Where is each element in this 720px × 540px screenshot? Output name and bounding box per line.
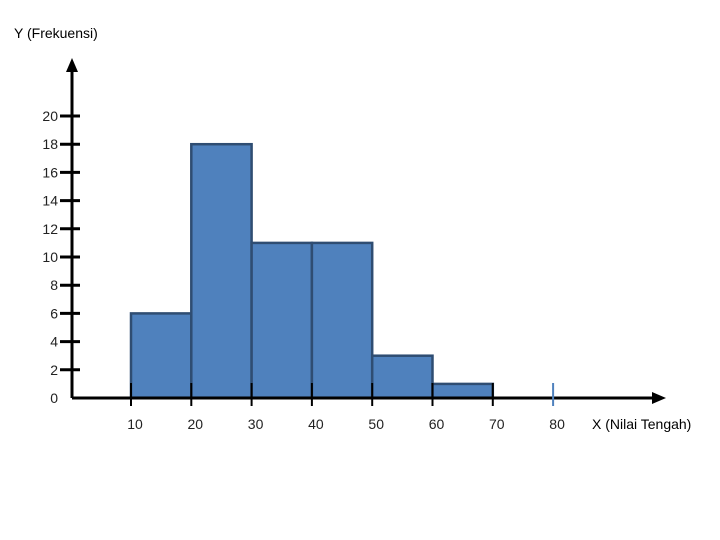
y-tick-label-10: 10 [42,249,58,265]
y-tick-label-2: 2 [50,362,58,378]
y-ticks-group: 0 2 4 6 8 10 12 14 16 18 20 [42,108,80,406]
bars-group [129,142,495,400]
x-axis-arrow [652,392,666,404]
x-tick-label-60: 60 [429,416,445,432]
x-tick-label-80: 80 [549,416,565,432]
y-tick-label-0: 0 [50,390,58,406]
x-tick-label-50: 50 [368,416,384,432]
y-tick-label-16: 16 [42,164,58,180]
y-axis-arrow [66,58,78,72]
y-tick-label-8: 8 [50,277,58,293]
x-axis-label: X (Nilai Tengah) [592,416,691,432]
histogram-bar-5 [370,354,434,400]
x-tick-label-20: 20 [188,416,204,432]
x-tick-label-30: 30 [248,416,264,432]
y-tick-label-4: 4 [50,334,58,350]
x-tick-label-10: 10 [127,416,143,432]
x-tick-label-40: 40 [308,416,324,432]
y-tick-label-14: 14 [42,193,58,209]
x-ticks-group: 10 20 30 40 50 60 70 80 [127,383,565,432]
y-tick-label-12: 12 [42,221,58,237]
histogram-bar-3 [250,241,314,400]
histogram-bar-4 [310,241,374,400]
y-axis-label: Y (Frekuensi) [14,25,98,41]
x-tick-label-70: 70 [489,416,505,432]
y-tick-label-6: 6 [50,305,58,321]
histogram-bar-1 [129,312,193,400]
histogram-bar-2 [190,142,253,400]
y-tick-label-18: 18 [42,136,58,152]
y-tick-label-20: 20 [42,108,58,124]
histogram-bar-6 [431,382,495,400]
